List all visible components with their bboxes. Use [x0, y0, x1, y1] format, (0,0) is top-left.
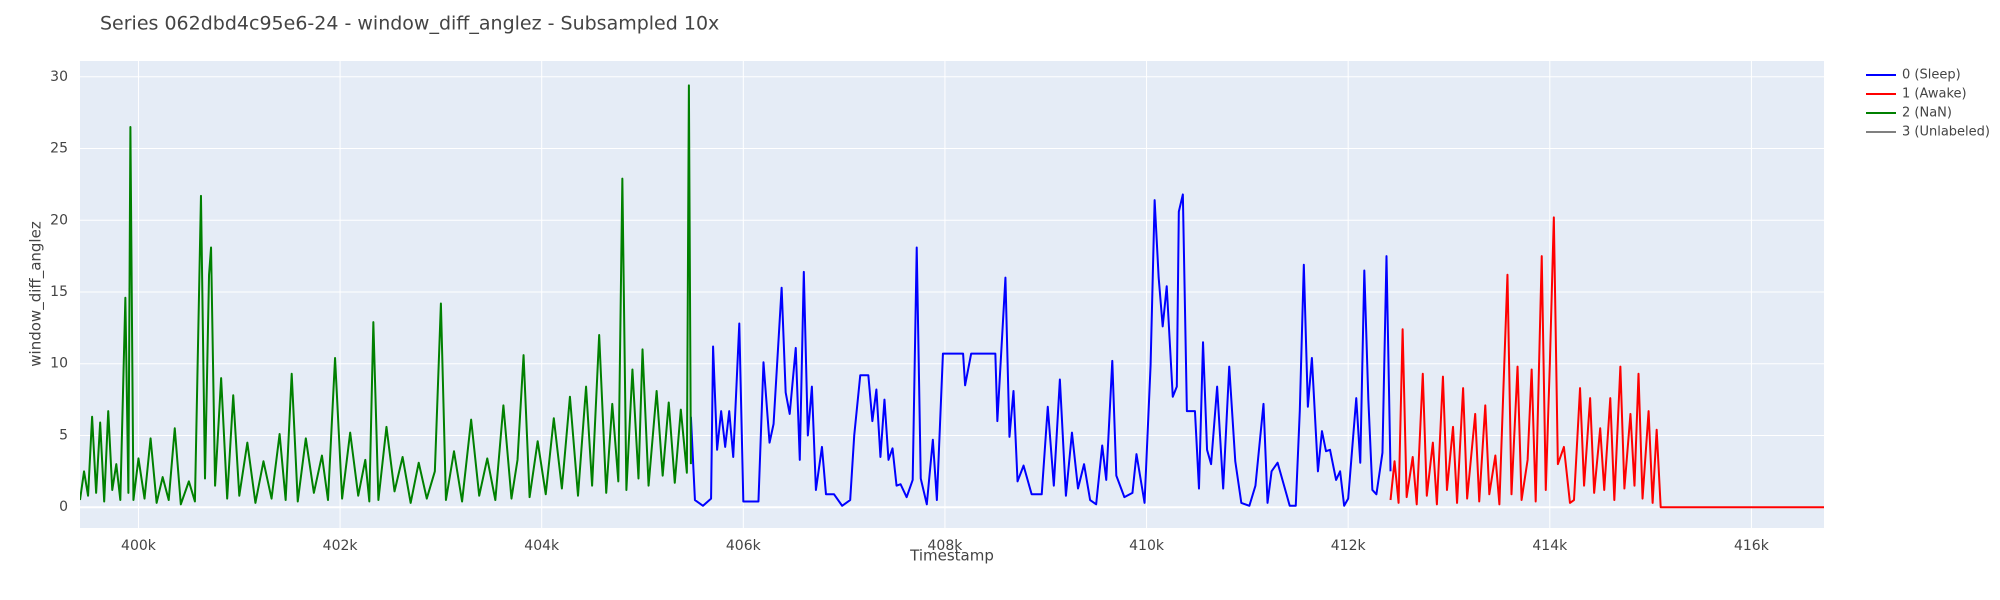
legend-label: 1 (Awake): [1902, 87, 1967, 102]
y-tick-label: 30: [50, 69, 68, 85]
x-tick-label: 416k: [1734, 538, 1770, 554]
lines: [80, 84, 1824, 509]
x-tick-label: 402k: [323, 538, 359, 554]
x-tick-label: 414k: [1532, 538, 1568, 554]
y-tick-label: 0: [59, 499, 68, 515]
chart-title: Series 062dbd4c95e6-24 - window_diff_ang…: [100, 13, 719, 35]
x-tick-label: 400k: [121, 538, 157, 554]
y-tick-label: 25: [50, 141, 68, 157]
x-tick-label: 408k: [928, 538, 964, 554]
y-tick-label: 5: [59, 427, 68, 443]
x-tick-label: 410k: [1129, 538, 1165, 554]
legend-label: 2 (NaN): [1902, 106, 1952, 121]
labels: 400k 402k 404k 406k 408k 410k 412k 414k 416k 0 5 10…: [50, 69, 1770, 554]
legend-label: 3 (Unlabeled): [1902, 125, 1990, 140]
y-axis-title: window_diff_anglez: [27, 221, 46, 367]
series-line: [1389, 216, 1824, 509]
y-tick-label: 15: [50, 284, 68, 300]
x-tick-label: 412k: [1331, 538, 1367, 554]
series-line: [80, 84, 692, 506]
plot-background: [80, 61, 1824, 528]
x-tick-label: 406k: [726, 538, 762, 554]
x-axis-title: Timestamp: [909, 547, 994, 565]
x-tick-label: 404k: [524, 538, 560, 554]
legend: 0 (Sleep) 1 (Awake) 2 (NaN) 3 (Unlabeled): [1866, 68, 1990, 140]
series-line: [689, 193, 1392, 507]
legend-label: 0 (Sleep): [1902, 68, 1961, 83]
y-tick-label: 10: [50, 356, 68, 372]
y-tick-label: 20: [50, 212, 68, 228]
